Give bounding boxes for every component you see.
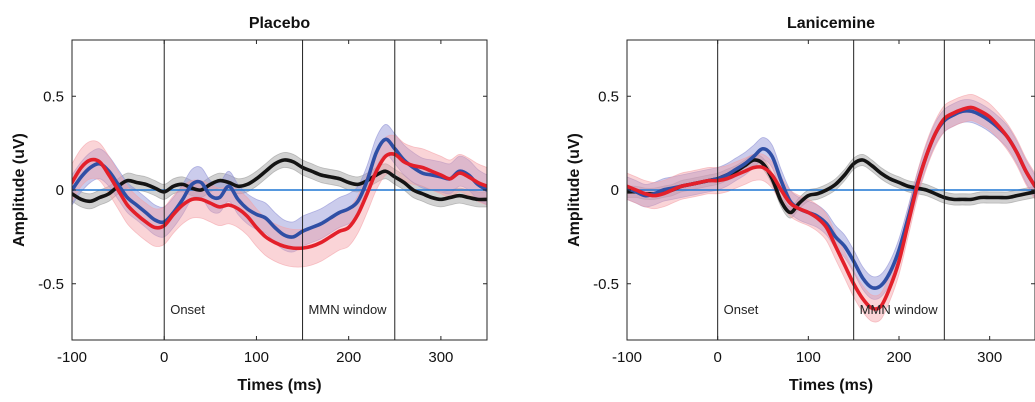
plot-area [627,93,1035,323]
series-2-line [72,137,487,239]
x-tick-label: 200 [336,349,361,366]
marker-label-1: Onset [724,302,759,317]
chart-panel-2: Onset MMN window -100 0 100 200 300 -0.5 0 0.5 Lan… [566,15,1035,394]
chart-panel-1: Onset MMN window -100 0 100 200 300 -0.5 0 0.5 Pla… [11,15,488,394]
y-tick-label: 0 [611,182,619,199]
plot-area [72,123,487,268]
chart-title: Placebo [249,15,311,32]
y-tick-label: -0.5 [38,276,64,293]
marker-label-2: MMN window [309,302,388,317]
x-tick-label: -100 [612,349,642,366]
y-tick-label: 0.5 [43,88,64,105]
x-axis-label: Times (ms) [237,377,321,394]
y-tick-label: -0.5 [593,276,619,293]
x-tick-label: 300 [428,349,453,366]
series-1-line [72,158,487,204]
x-tick-label: 0 [713,349,721,366]
x-tick-label: -100 [57,349,87,366]
x-axis-label: Times (ms) [789,377,873,394]
y-axis-label: Amplitude (uV) [566,133,583,247]
x-tick-label: 0 [160,349,168,366]
series-2-band [72,123,487,253]
chart-title: Lanicemine [787,15,875,32]
series-2-band [627,99,1035,300]
series-3-line [627,105,1035,311]
y-axis-label: Amplitude (uV) [11,133,28,247]
marker-label-1: Onset [170,302,205,317]
x-tick-label: 200 [886,349,911,366]
x-tick-label: 100 [796,349,821,366]
series-3-line [72,152,487,251]
marker-label-2: MMN window [860,302,939,317]
series-1-band [72,152,487,210]
y-tick-label: 0.5 [598,88,619,105]
y-tick-label: 0 [56,182,64,199]
x-tick-label: 300 [977,349,1002,366]
x-tick-label: 100 [244,349,269,366]
series-3-band [627,93,1035,323]
